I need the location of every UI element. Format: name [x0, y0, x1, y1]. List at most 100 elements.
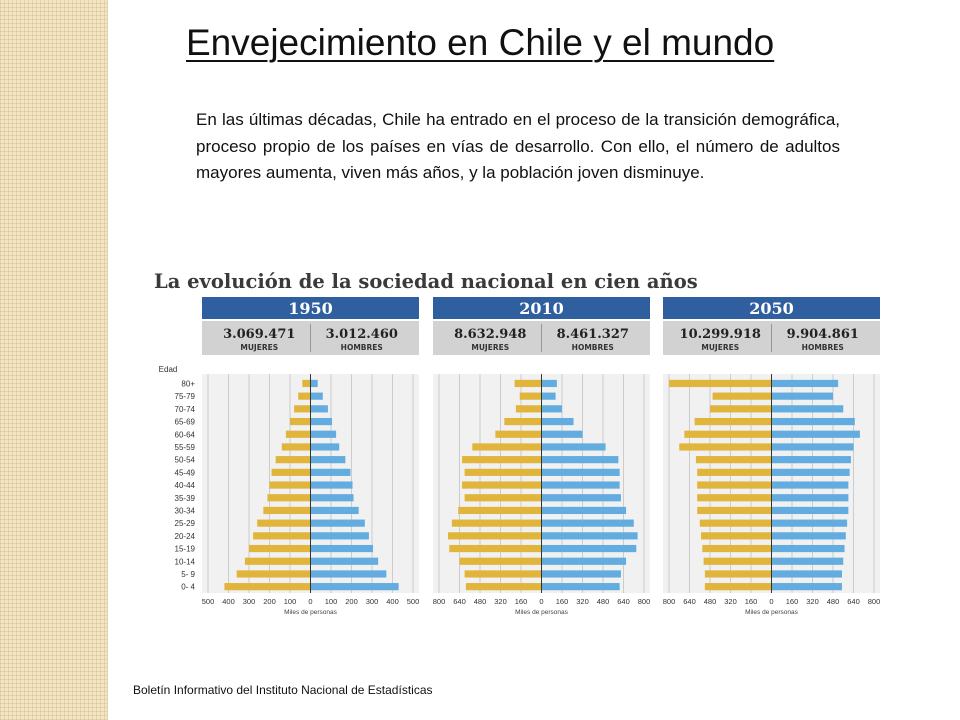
men-bar — [310, 430, 337, 438]
population-pyramid-chart: Edad 0- 4 5- 9 10-14 15-19 20-24 25-29 30-34 35-… — [150, 260, 890, 625]
women-bar — [694, 417, 772, 426]
age-group-label: 75-79 — [175, 392, 196, 401]
men-bar — [771, 532, 846, 540]
men-bar — [541, 519, 634, 527]
tick-label: 640 — [847, 597, 860, 606]
women-bar — [684, 430, 772, 438]
age-group-label: 70-74 — [175, 405, 196, 414]
panel-header — [433, 297, 650, 319]
men-bar — [310, 456, 346, 464]
men-bar — [771, 379, 839, 388]
tick-label: 800 — [868, 597, 881, 606]
tick-label: 500 — [407, 597, 420, 606]
women-bar — [462, 481, 542, 489]
age-group-label: 30-34 — [175, 506, 196, 515]
women-bar — [669, 379, 772, 388]
pyramid-svg: Edad 0- 4 5- 9 10-14 15-19 20-24 25-29 30-34 35-… — [159, 297, 881, 616]
age-group-label: 80+ — [181, 379, 195, 388]
x-axis-label: Miles de personas — [745, 609, 798, 616]
women-total: 10.299.918 — [680, 327, 761, 342]
tick-label: 200 — [263, 597, 276, 606]
men-bar — [771, 468, 850, 476]
men-bar — [310, 379, 318, 388]
panel-year: 2010 — [519, 299, 564, 318]
tick-label: 480 — [704, 597, 717, 606]
women-label: MUJERES — [701, 343, 739, 352]
men-label: HOMBRES — [802, 343, 844, 352]
women-bar — [257, 519, 311, 527]
tick-label: 160 — [556, 597, 569, 606]
age-group-label: 0- 4 — [181, 583, 195, 592]
women-bar — [451, 519, 542, 527]
women-bar — [495, 430, 542, 438]
men-bar — [771, 405, 844, 413]
women-bar — [464, 570, 542, 578]
women-bar — [464, 468, 542, 476]
men-bar — [541, 456, 619, 464]
women-label: MUJERES — [240, 343, 278, 352]
men-bar — [310, 506, 359, 515]
tick-label: 300 — [243, 597, 256, 606]
women-total: 8.632.948 — [454, 327, 526, 342]
men-bar — [541, 392, 556, 400]
tick-label: 160 — [515, 597, 528, 606]
women-bar — [302, 379, 311, 388]
x-axis-label: Miles de personas — [515, 609, 568, 616]
women-bar — [290, 417, 311, 426]
women-bar — [699, 519, 772, 527]
tick-label: 0 — [539, 597, 543, 606]
women-bar — [459, 557, 542, 565]
tick-label: 480 — [474, 597, 487, 606]
men-bar — [771, 583, 842, 591]
men-bar — [541, 570, 621, 578]
age-group-label: 40-44 — [175, 481, 196, 490]
women-bar — [462, 456, 542, 464]
women-bar — [697, 494, 772, 502]
women-bar — [514, 379, 542, 388]
tick-label: 480 — [827, 597, 840, 606]
women-bar — [253, 532, 311, 540]
women-bar — [704, 570, 772, 578]
tick-label: 0 — [769, 597, 773, 606]
age-group-label: 25-29 — [175, 519, 196, 528]
men-bar — [541, 405, 562, 413]
women-bar — [464, 494, 542, 502]
tick-label: 100 — [284, 597, 297, 606]
age-group-label: 60-64 — [175, 430, 196, 439]
tick-label: 320 — [494, 597, 507, 606]
women-bar — [294, 405, 311, 413]
women-total: 3.069.471 — [223, 327, 295, 342]
women-bar — [679, 443, 772, 451]
tick-label: 300 — [366, 597, 379, 606]
tick-label: 640 — [453, 597, 466, 606]
tick-label: 400 — [386, 597, 399, 606]
men-total: 9.904.861 — [787, 327, 859, 342]
women-bar — [702, 544, 772, 553]
tick-label: 500 — [202, 597, 215, 606]
age-group-label: 5- 9 — [181, 570, 195, 579]
footer-source: Boletín Informativo del Instituto Nacion… — [133, 683, 433, 697]
tick-label: 640 — [683, 597, 696, 606]
men-bar — [310, 557, 379, 565]
men-bar — [771, 417, 855, 426]
tick-label: 320 — [724, 597, 737, 606]
age-group-label: 55-59 — [175, 443, 196, 452]
men-bar — [771, 430, 860, 438]
women-bar — [695, 456, 772, 464]
men-bar — [310, 392, 323, 400]
women-bar — [465, 583, 542, 591]
panel-year: 2050 — [749, 299, 794, 318]
men-bar — [771, 456, 851, 464]
men-label: HOMBRES — [572, 343, 614, 352]
men-bar — [310, 494, 354, 502]
panel-header — [202, 297, 419, 319]
age-group-label: 20-24 — [175, 532, 196, 541]
men-bar — [771, 544, 845, 553]
panel-header — [663, 297, 880, 319]
men-bar — [310, 405, 328, 413]
women-bar — [271, 468, 311, 476]
women-bar — [249, 544, 311, 553]
men-bar — [541, 494, 621, 502]
men-bar — [541, 557, 627, 565]
tick-label: 320 — [806, 597, 819, 606]
